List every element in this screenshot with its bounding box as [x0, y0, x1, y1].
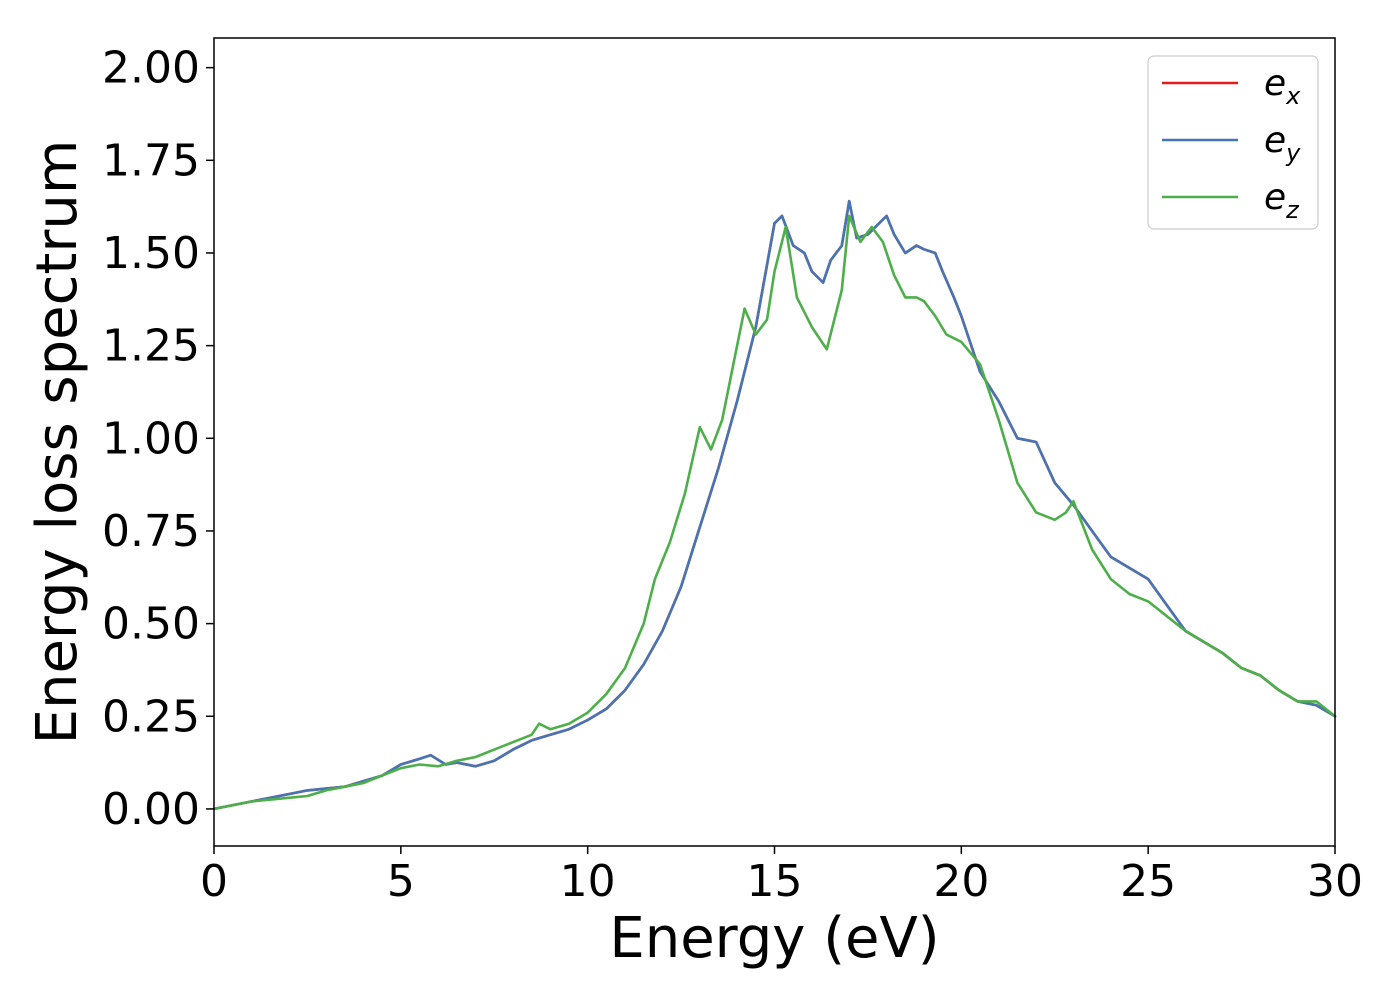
x-tick-label: 0: [200, 856, 228, 907]
y-tick-label: 2.00: [102, 43, 200, 94]
y-tick-label: 1.50: [102, 228, 200, 279]
x-tick-label: 30: [1307, 856, 1363, 907]
legend-label-ex: ex: [1264, 63, 1301, 110]
y-tick-label: 0.50: [102, 599, 200, 650]
y-tick-label: 0.00: [102, 784, 200, 835]
y-tick-label: 0.75: [102, 506, 200, 557]
y-tick-label: 1.75: [102, 135, 200, 186]
y-tick-label: 1.00: [102, 413, 200, 464]
x-tick-label: 5: [387, 856, 415, 907]
y-axis-label: Energy loss spectrum: [25, 140, 90, 745]
legend-box: [1147, 55, 1319, 230]
x-tick-label: 20: [933, 856, 989, 907]
series-layer: [212, 199, 1337, 811]
legend-label-ez: ez: [1264, 177, 1300, 224]
series-line-ez: [212, 214, 1337, 811]
y-tick-label: 1.25: [102, 321, 200, 372]
x-tick-label: 15: [747, 856, 803, 907]
x-axis-ticks: 0 5 10 15 20 25 30: [200, 846, 1363, 907]
y-tick-label: 0.25: [102, 691, 200, 742]
x-tick-label: 25: [1120, 856, 1176, 907]
legend: ex ey ez: [1147, 55, 1319, 230]
x-tick-label: 10: [560, 856, 616, 907]
legend-label-ey: ey: [1264, 120, 1301, 167]
y-axis-ticks: 0.00 0.25 0.50 0.75 1.00 1.25 1.50 1.75 2.00: [102, 43, 214, 835]
x-axis-label: Energy (eV): [609, 906, 939, 971]
